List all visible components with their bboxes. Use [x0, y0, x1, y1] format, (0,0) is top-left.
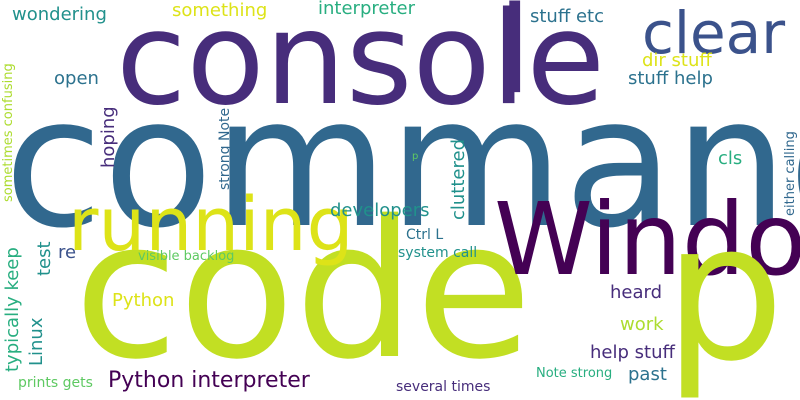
word-stuff-help: stuff help — [628, 68, 713, 89]
word-python: Python — [112, 290, 175, 311]
word-command: command — [4, 59, 800, 268]
word-help-stuff: help stuff — [590, 342, 675, 363]
word-wondering: wondering — [12, 4, 107, 25]
word-visible-backlog: visible backlog — [138, 249, 235, 264]
word-open: open — [54, 68, 99, 89]
word-past: past — [628, 364, 667, 385]
word-test: test — [34, 241, 55, 276]
word-p-small: p — [412, 151, 419, 162]
word-prints-gets: prints gets — [18, 375, 93, 391]
word-developers: developers — [330, 200, 430, 221]
word-clear: clear — [642, 0, 786, 67]
word-linux: Linux — [26, 317, 47, 367]
word-cluttered: cluttered — [448, 139, 469, 220]
word-interpreter: interpreter — [318, 0, 415, 19]
word-system-call: system call — [398, 245, 478, 261]
word-heard: heard — [610, 282, 663, 303]
word-console: console — [116, 0, 606, 134]
word-sometimes-confusing: sometimes confusing — [1, 63, 16, 202]
word-window: Window — [494, 181, 800, 298]
word-strong-note: strong Note — [217, 107, 233, 190]
word-re: re — [58, 242, 77, 263]
word-python-interpreter: Python interpreter — [108, 368, 310, 393]
word-code: code — [74, 180, 533, 400]
word-note-strong: Note strong — [536, 366, 613, 381]
word-l: l — [498, 0, 532, 121]
word-running: running — [68, 182, 354, 268]
word-hoping: hoping — [98, 106, 119, 168]
word-work: work — [620, 314, 664, 335]
word-several-times: several times — [396, 379, 491, 395]
word-something: something — [172, 0, 268, 21]
word-p-large: p — [664, 182, 785, 400]
word-ctrl-l: Ctrl L — [406, 227, 444, 243]
word-dir-stuff: dir stuff — [642, 50, 712, 71]
word-typically-keep: typically keep — [2, 247, 23, 372]
word-either-calling: either calling — [783, 131, 798, 216]
word-stuff-etc: stuff etc — [530, 6, 604, 27]
word-cls: cls — [718, 148, 743, 169]
